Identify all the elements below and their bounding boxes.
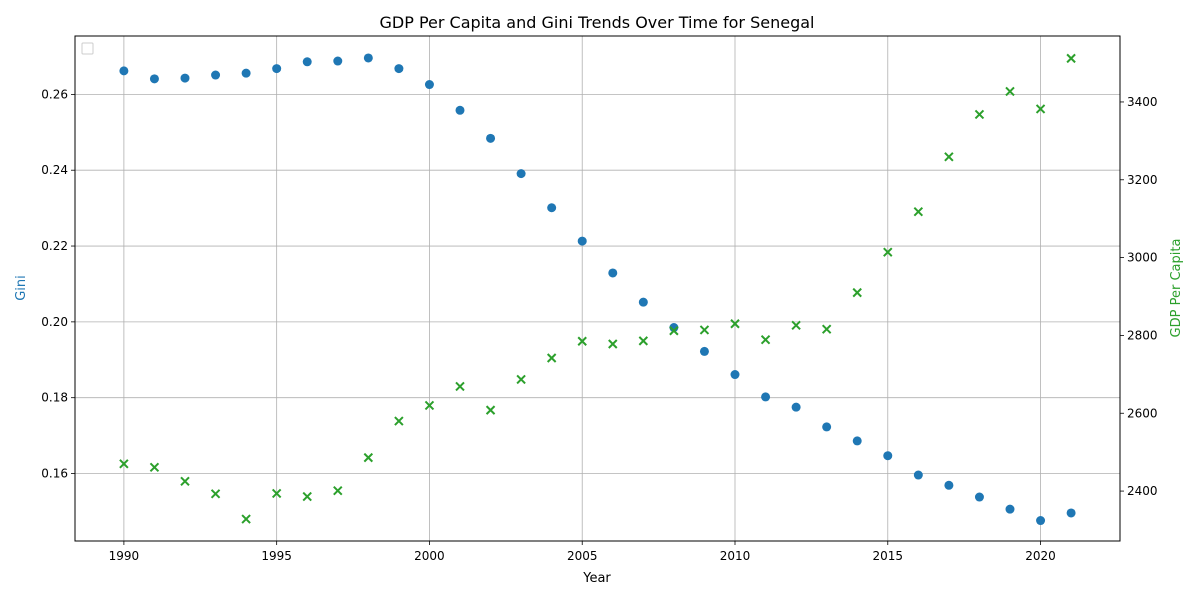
x-tick-label: 2015 (873, 549, 904, 563)
gini-point (730, 370, 740, 380)
gini-point (608, 268, 618, 278)
gdp-point (271, 488, 282, 499)
gini-point (241, 68, 251, 78)
y-right-tick-label: 2800 (1127, 328, 1158, 342)
gdp-point (210, 489, 221, 499)
y-axis-left-label: Gini (14, 275, 29, 301)
y-left-tick-label: 0.16 (41, 467, 68, 481)
gdp-point (394, 416, 404, 426)
x-tick-label: 2010 (720, 549, 751, 563)
gdp-point (852, 287, 862, 298)
gini-point (913, 470, 923, 480)
gdp-point (1005, 86, 1015, 97)
y-right-tick-label: 2600 (1127, 406, 1158, 420)
grid-layer (75, 36, 1120, 541)
gini-point (302, 57, 312, 67)
y-left-tick-label: 0.24 (41, 163, 68, 177)
gini-point (424, 80, 434, 90)
gini-point (974, 492, 984, 502)
gini-point (272, 64, 282, 74)
gini-point (1066, 508, 1076, 518)
gini-point (455, 105, 465, 115)
gini-point (791, 402, 801, 412)
points-layer (119, 53, 1076, 526)
y-right-tick-label: 2400 (1127, 484, 1158, 498)
gdp-point (546, 353, 557, 363)
gini-point (211, 70, 221, 80)
y-left-tick-label: 0.20 (41, 315, 68, 329)
gdp-point (516, 374, 526, 385)
gini-point (822, 422, 832, 432)
y-left-tick-label: 0.26 (41, 87, 68, 101)
gini-point (852, 436, 862, 446)
y-left-tick-label: 0.22 (41, 239, 68, 253)
gdp-point (883, 247, 893, 257)
y-right-tick-label: 3200 (1127, 173, 1158, 187)
legend-box (81, 42, 94, 55)
gdp-point (119, 459, 129, 469)
gdp-point (913, 206, 924, 217)
gdp-point (638, 336, 649, 346)
gdp-point (791, 320, 801, 331)
gdp-point (974, 109, 985, 120)
gdp-point (180, 476, 190, 487)
gdp-point (730, 319, 740, 329)
gdp-point (699, 325, 710, 335)
plot-frame (74, 35, 1121, 542)
y-left-tick-label: 0.18 (41, 391, 68, 405)
x-axis-label: Year (582, 571, 611, 586)
gdp-point (760, 335, 771, 345)
x-tick-label: 2005 (567, 549, 598, 563)
gini-point (180, 73, 190, 83)
gdp-point (149, 462, 160, 473)
gdp-point (1066, 53, 1076, 64)
gdp-point (424, 400, 435, 411)
gini-point (1036, 516, 1046, 526)
gdp-point (455, 381, 465, 392)
gini-point (119, 66, 129, 76)
y-right-tick-label: 3400 (1127, 95, 1158, 109)
gdp-point (302, 491, 312, 502)
gini-point (363, 53, 373, 63)
gini-point (699, 346, 709, 356)
gdp-point (577, 336, 587, 346)
gdp-point (821, 324, 832, 334)
gini-point (761, 392, 771, 402)
gdp-point (1035, 104, 1046, 114)
ticks-layer: 1990 1995 2000 2005 2010 2015 2020 0.16 0.18 0.20… (41, 87, 1157, 563)
gini-point (486, 133, 496, 143)
gdp-point (333, 485, 343, 496)
gini-point (149, 74, 159, 84)
gini-point (1005, 504, 1015, 514)
gdp-point (485, 405, 496, 415)
y-right-tick-label: 3000 (1127, 251, 1158, 265)
gini-point (547, 203, 557, 213)
gini-point (638, 297, 648, 307)
gini-point (394, 64, 404, 74)
gini-point (516, 169, 526, 179)
gini-point (883, 451, 893, 461)
gini-point (944, 480, 954, 490)
chart-title: GDP Per Capita and Gini Trends Over Time… (380, 13, 815, 32)
gdp-point (944, 152, 954, 162)
gdp-point (608, 339, 618, 349)
gdp-point (669, 326, 679, 336)
x-tick-label: 2020 (1025, 549, 1056, 563)
x-tick-label: 1990 (109, 549, 140, 563)
gdp-point (363, 452, 374, 463)
y-axis-right-label: GDP Per Capita (1169, 239, 1184, 338)
gini-point (577, 236, 587, 246)
gini-point (333, 56, 343, 66)
x-tick-label: 1995 (261, 549, 292, 563)
gdp-point (241, 514, 251, 524)
x-tick-label: 2000 (414, 549, 445, 563)
